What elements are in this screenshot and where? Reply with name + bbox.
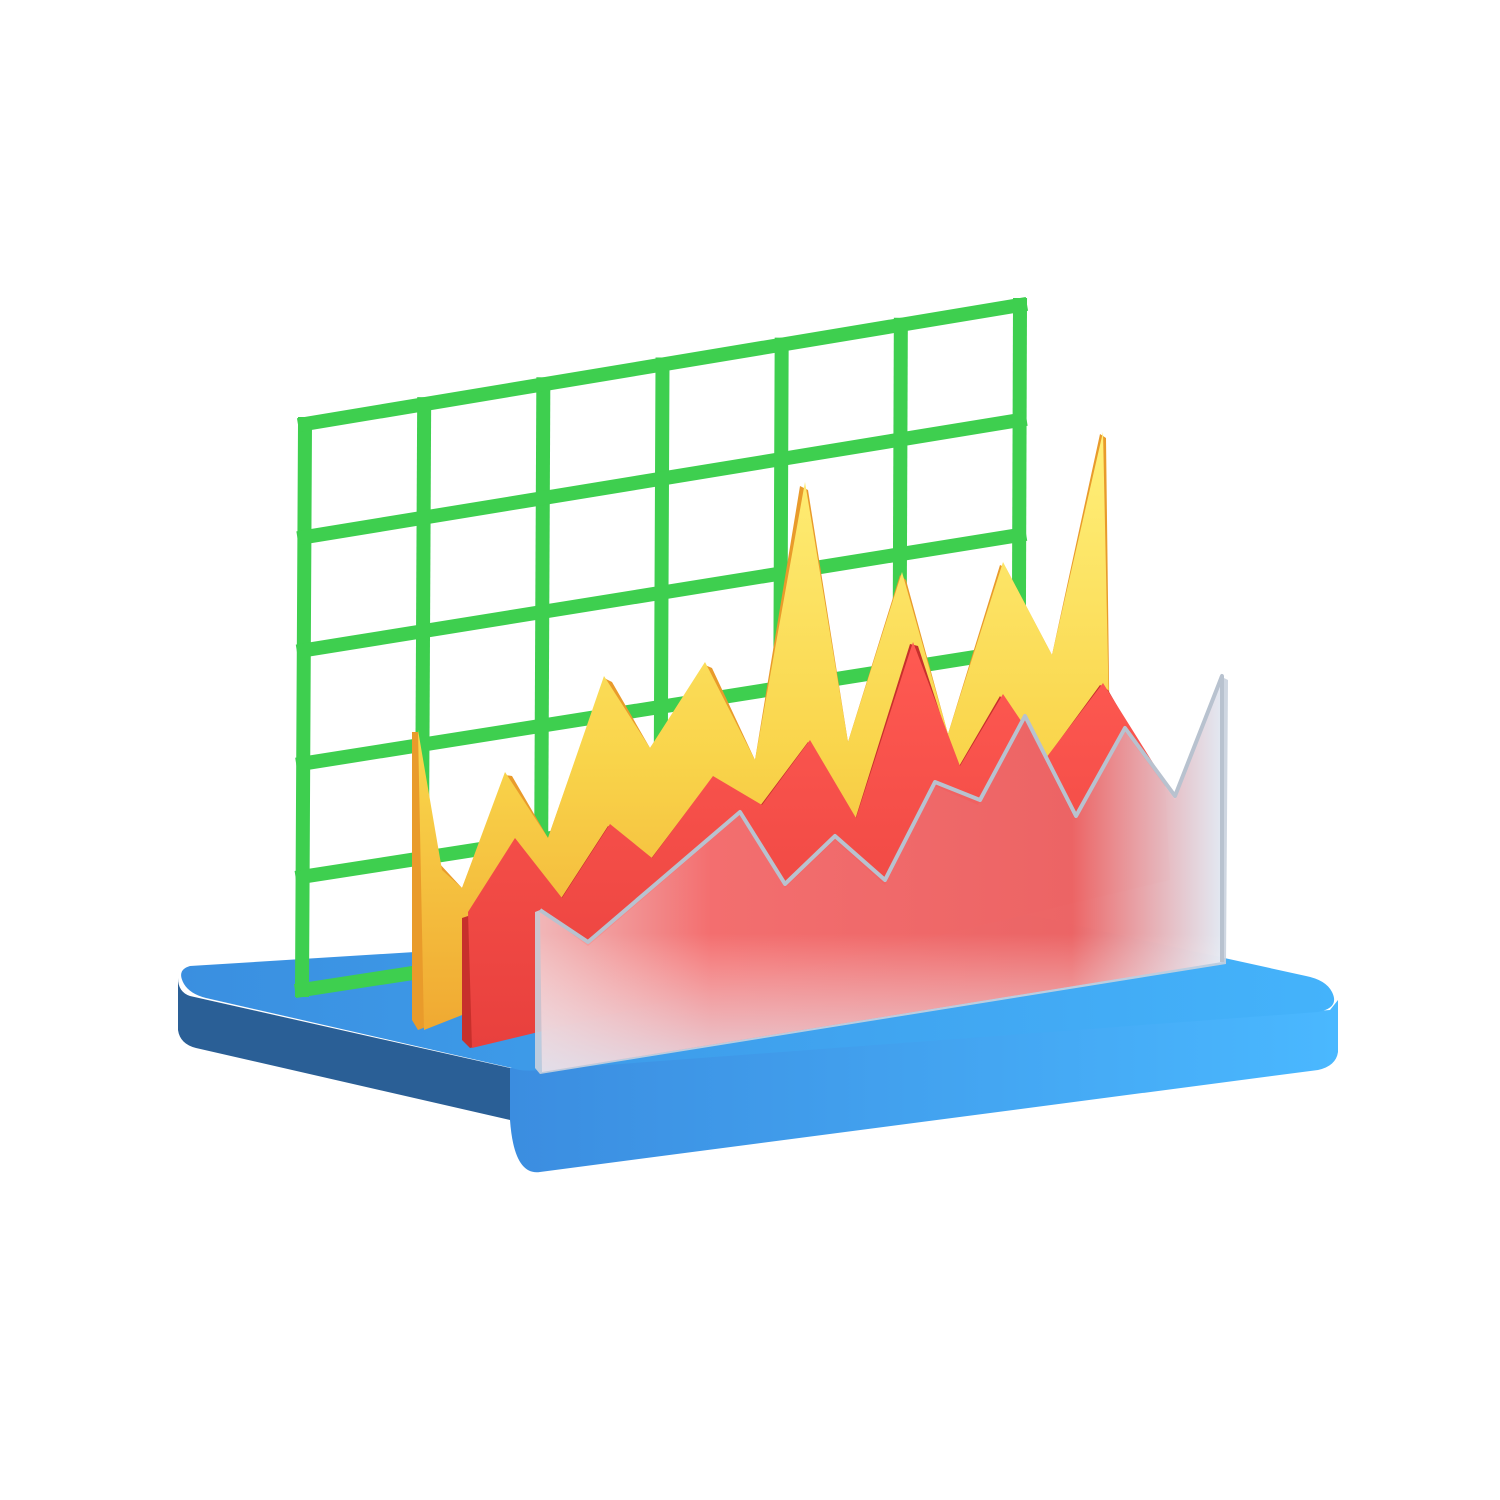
front-area-outline [538, 674, 1224, 962]
base-front-face [510, 1000, 1338, 1173]
grid-horizontal-line [295, 526, 1028, 659]
grid-vertical-line [294, 416, 313, 998]
grid-horizontal-line [296, 296, 1029, 433]
grid-horizontal-line [296, 411, 1028, 546]
base-left-face [178, 978, 510, 1120]
front-area-fade [540, 676, 1222, 1072]
front-area-series [535, 674, 1228, 1074]
